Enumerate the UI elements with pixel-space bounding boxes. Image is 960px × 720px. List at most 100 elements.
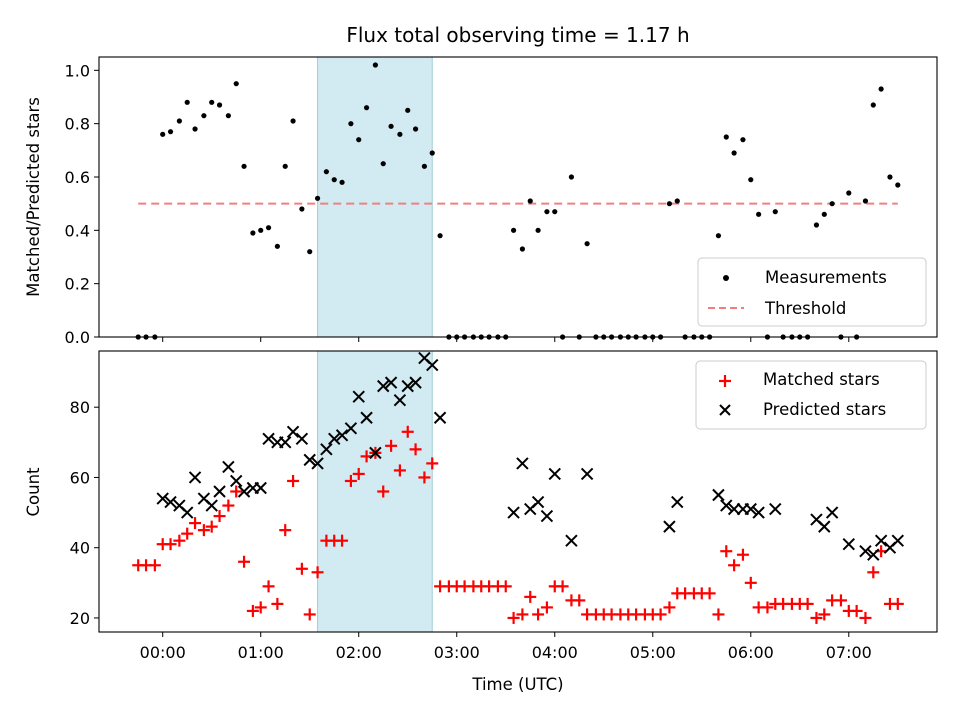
matched-star-point	[850, 604, 863, 617]
measurement-point	[666, 201, 673, 207]
measurement-point	[519, 246, 526, 252]
matched-star-point	[712, 608, 725, 621]
top-x-ticks	[162, 337, 850, 342]
predicted-star-point	[320, 443, 333, 456]
matched-star-point	[654, 608, 667, 621]
matched-star-point	[401, 425, 414, 438]
matched-star-point	[238, 555, 251, 568]
measurement-point	[160, 131, 166, 137]
measurement-point	[437, 233, 443, 239]
matched-star-point	[197, 524, 210, 537]
predicted-star-point	[156, 492, 169, 505]
matched-star-point	[834, 594, 847, 607]
top-y-tick-label: 0.0	[65, 328, 90, 347]
matched-star-point	[859, 611, 872, 624]
matched-star-point	[507, 611, 520, 624]
predicted-star-point	[352, 390, 365, 403]
measurement-point	[184, 99, 190, 105]
predicted-star-point	[254, 481, 267, 495]
matched-star-point	[499, 580, 512, 593]
top-panel: 0.0 0.2 0.4 0.6 0.8 1.0 Matched/Predicted sta…	[24, 56, 938, 347]
predicted-star-point	[507, 506, 520, 519]
measurement-point	[535, 227, 541, 233]
measurement-point	[510, 227, 517, 233]
bottom-x-tick-label: 02:00	[336, 643, 382, 662]
measurement-point	[740, 137, 746, 143]
measurement-point	[258, 227, 264, 233]
bottom-observing-window-shade	[317, 350, 433, 633]
matched-star-point	[311, 566, 324, 579]
legend-measurements-label: Measurements	[765, 268, 887, 287]
measurement-point	[265, 225, 272, 231]
top-y-axis-label: Matched/Predicted stars	[24, 97, 43, 297]
bottom-y-axis-label: Count	[24, 467, 43, 517]
predicted-star-point	[842, 537, 855, 551]
measurement-point	[307, 249, 313, 255]
measurement-point	[233, 81, 239, 87]
measurement-point	[348, 121, 354, 127]
measurement-point	[388, 123, 394, 129]
predicted-star-point	[744, 502, 757, 516]
matched-star-point	[720, 545, 733, 558]
matched-star-point	[377, 485, 390, 498]
top-y-ticks: 0.0 0.2 0.4 0.6 0.8 1.0	[65, 61, 99, 347]
measurement-point	[290, 118, 296, 124]
matched-star-point	[287, 474, 300, 487]
legend-matched-label: Matched stars	[763, 370, 880, 389]
predicted-star-point	[188, 471, 202, 484]
predicted-star-point	[531, 495, 545, 509]
predicted-star-point	[230, 474, 243, 488]
bottom-x-tick-label: 04:00	[532, 643, 578, 662]
predicted-star-point	[262, 432, 275, 446]
bottom-x-tick-label: 06:00	[728, 643, 774, 662]
bottom-legend: Matched stars Predicted stars	[695, 360, 927, 430]
matched-star-point	[524, 590, 537, 603]
predicted-star-point	[279, 436, 292, 449]
predicted-star-point	[409, 376, 422, 389]
measurement-point	[772, 209, 778, 215]
matched-star-point	[336, 534, 349, 547]
bottom-y-tick-label: 20	[70, 609, 90, 628]
top-legend-box	[697, 257, 927, 327]
measurement-point	[209, 99, 215, 105]
measurement-point	[723, 134, 729, 140]
predicted-star-point	[712, 488, 725, 502]
bottom-y-tick-label: 40	[70, 539, 90, 558]
matched-star-point	[810, 611, 823, 624]
measurement-point	[887, 174, 893, 180]
predicted-star-point	[663, 520, 676, 533]
matched-star-point	[728, 559, 741, 572]
predicted-star-point	[867, 548, 880, 561]
bottom-x-tick-label: 05:00	[630, 643, 676, 662]
predicted-star-point	[891, 534, 905, 547]
measurement-point	[584, 241, 590, 247]
measurement-point	[176, 118, 182, 124]
bottom-marks	[132, 351, 905, 624]
measurement-point	[846, 190, 852, 196]
matched-star-point	[303, 608, 316, 621]
measurement-point	[821, 211, 827, 217]
bottom-y-ticks: 20 40 60 80	[70, 398, 99, 628]
x-axis-label: Time (UTC)	[471, 675, 563, 694]
predicted-star-point	[727, 502, 741, 516]
measurement-point	[216, 102, 223, 108]
measurement-point	[715, 233, 722, 239]
predicted-star-point	[548, 467, 561, 481]
measurement-point	[372, 62, 378, 68]
predicted-star-point	[859, 545, 872, 558]
measurement-point	[397, 131, 403, 137]
legend-predicted-marker	[719, 404, 731, 416]
matched-star-point	[540, 601, 553, 614]
matched-star-point	[573, 594, 586, 607]
measurement-point	[331, 177, 337, 183]
matched-star-point	[801, 597, 814, 610]
measurement-point	[552, 209, 558, 215]
measurement-point	[339, 179, 345, 185]
matched-star-point	[295, 562, 308, 575]
measurement-point	[192, 126, 198, 132]
bottom-y-tick-label: 80	[70, 398, 90, 417]
measurement-point	[756, 211, 762, 217]
top-y-tick-label: 0.2	[65, 275, 90, 294]
